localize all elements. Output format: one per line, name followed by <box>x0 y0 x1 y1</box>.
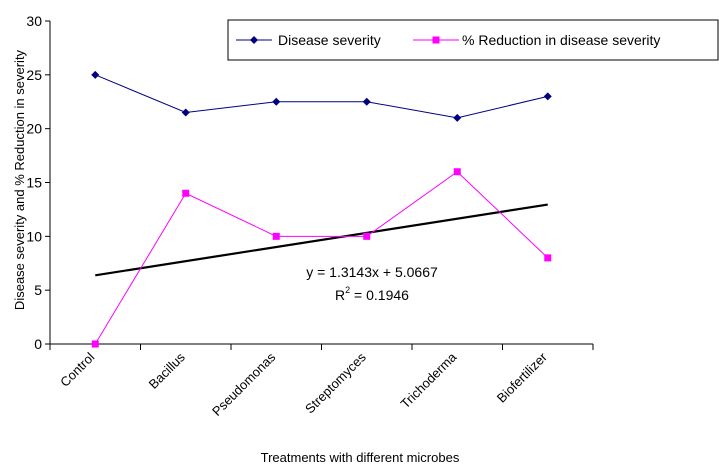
trendline-equation: y = 1.3143x + 5.0667 <box>306 264 438 280</box>
legend-box <box>227 19 719 61</box>
legend-marker-1 <box>250 36 258 44</box>
legend-marker-2 <box>432 36 440 44</box>
series-1-point <box>272 97 281 106</box>
y-tick-label: 0 <box>34 336 42 352</box>
series-1-point <box>543 92 552 101</box>
series-2-point <box>544 254 552 262</box>
trendline <box>95 203 548 277</box>
x-tick-label: Trichoderma <box>398 349 460 411</box>
series-1-point <box>181 108 190 117</box>
x-tick-label: Bacillus <box>146 349 189 392</box>
series-line-1 <box>95 74 548 119</box>
y-tick-label: 20 <box>26 121 42 137</box>
x-tick-labels: Control Bacillus Pseudomonas Streptomyces Tr… <box>57 349 550 419</box>
series-2-point <box>272 232 280 240</box>
trendline-r2: R2 = 0.1946 <box>335 285 409 303</box>
series-2-point <box>453 168 461 176</box>
series-1-point <box>362 97 371 106</box>
x-tick-label: Control <box>57 349 97 389</box>
series-2-point <box>363 232 371 240</box>
series-line-2 <box>94 171 549 345</box>
series-2-point <box>91 340 99 348</box>
x-axis-title: Treatments with different microbes <box>261 450 460 465</box>
legend: Disease severity % Reduction in disease s… <box>227 19 719 61</box>
x-tick-label: Biofertilizer <box>494 349 551 406</box>
y-tick-label: 10 <box>26 228 42 244</box>
x-tick-label: Streptomyces <box>302 349 369 416</box>
axes <box>45 20 594 350</box>
y-tick-label: 25 <box>26 67 42 83</box>
y-tick-label: 5 <box>34 282 42 298</box>
y-axis-title: Disease severity and % Reduction in seve… <box>12 49 27 310</box>
legend-label-1: Disease severity <box>278 32 381 48</box>
trendline-group <box>95 203 548 277</box>
series-group <box>91 70 552 348</box>
y-tick-label: 30 <box>26 13 42 29</box>
series-1-point <box>91 70 100 79</box>
y-tick-label: 15 <box>26 175 42 191</box>
x-tick-label: Pseudomonas <box>209 349 279 419</box>
legend-label-2: % Reduction in disease severity <box>462 32 660 48</box>
y-tick-labels: 0 5 10 15 20 25 30 <box>26 13 42 352</box>
series-1-point <box>453 113 462 122</box>
series-2-point <box>182 189 190 197</box>
